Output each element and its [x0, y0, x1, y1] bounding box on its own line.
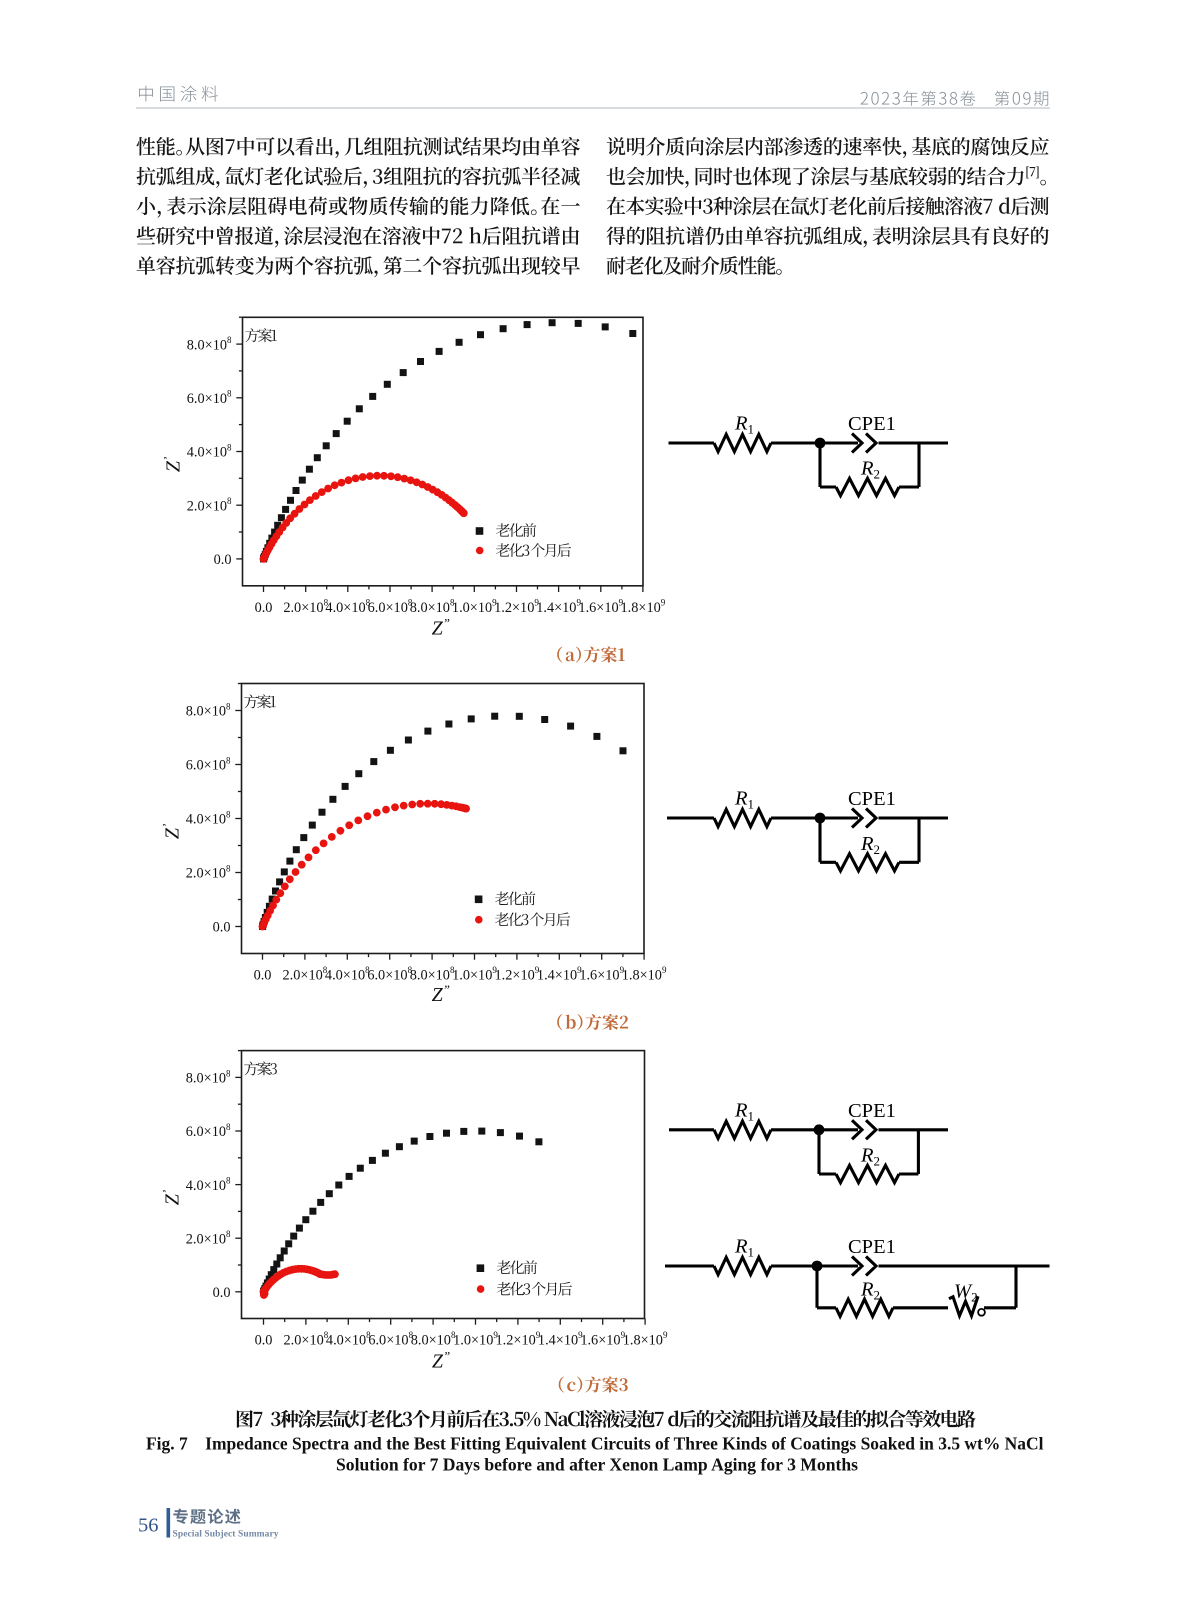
svg-text:CPE1: CPE1	[848, 413, 896, 435]
svg-text:0.0: 0.0	[254, 968, 272, 984]
svg-text:1.8×109: 1.8×109	[621, 598, 666, 616]
svg-text:8.0×108: 8.0×108	[187, 335, 232, 353]
svg-text:4.0×108: 4.0×108	[325, 965, 370, 983]
svg-text:0.0: 0.0	[213, 920, 231, 936]
svg-text:4.0×108: 4.0×108	[187, 442, 232, 460]
svg-text:8.0×108: 8.0×108	[186, 701, 231, 719]
svg-text:4.0×108: 4.0×108	[325, 598, 370, 616]
svg-text:1.2×109: 1.2×109	[496, 1330, 541, 1348]
svg-text:1.8×109: 1.8×109	[623, 1330, 668, 1348]
svg-text:1.6×109: 1.6×109	[580, 1330, 625, 1348]
svg-text:2.0×108: 2.0×108	[283, 598, 328, 616]
svg-text:0.0: 0.0	[255, 1333, 273, 1349]
svg-text:1.4×109: 1.4×109	[536, 598, 581, 616]
svg-text:1.6×109: 1.6×109	[578, 598, 623, 616]
svg-text:CPE1: CPE1	[848, 1236, 896, 1258]
svg-text:1.6×109: 1.6×109	[579, 965, 624, 983]
svg-text:0.0: 0.0	[213, 1285, 231, 1301]
svg-text:1.4×109: 1.4×109	[538, 1330, 583, 1348]
svg-text:2.0×108: 2.0×108	[186, 1229, 231, 1247]
svg-text:2.0×108: 2.0×108	[284, 1330, 329, 1348]
svg-text:6.0×108: 6.0×108	[187, 389, 232, 407]
svg-text:6.0×108: 6.0×108	[186, 755, 231, 773]
svg-text:1.0×109: 1.0×109	[452, 965, 497, 983]
svg-text:6.0×108: 6.0×108	[367, 965, 412, 983]
svg-text:CPE1: CPE1	[848, 1100, 896, 1122]
svg-text:Solution for 7 Days before and: Solution for 7 Days before and after Xen…	[336, 1455, 858, 1475]
svg-text:2.0×108: 2.0×108	[187, 496, 232, 514]
svg-text:4.0×108: 4.0×108	[186, 809, 231, 827]
svg-text:8.0×108: 8.0×108	[186, 1068, 231, 1086]
svg-text:8.0×108: 8.0×108	[411, 1330, 456, 1348]
svg-text:2.0×108: 2.0×108	[283, 965, 328, 983]
svg-text:6.0×108: 6.0×108	[186, 1122, 231, 1140]
svg-text:Fig. 7 Impedance Spectra an: Fig. 7 Impedance Spectra and the Best Fi…	[146, 1434, 1044, 1454]
svg-text:1.0×109: 1.0×109	[452, 598, 497, 616]
svg-text:Special Subject Summary: Special Subject Summary	[173, 1529, 279, 1539]
svg-text:0.0: 0.0	[214, 552, 232, 568]
svg-text:1.4×109: 1.4×109	[537, 965, 582, 983]
svg-text:1.2×109: 1.2×109	[494, 598, 539, 616]
svg-text:1.2×109: 1.2×109	[495, 965, 540, 983]
svg-text:0.0: 0.0	[255, 600, 273, 616]
svg-text:1.0×109: 1.0×109	[453, 1330, 498, 1348]
svg-text:56: 56	[138, 1514, 159, 1536]
svg-text:4.0×108: 4.0×108	[326, 1330, 371, 1348]
svg-text:6.0×108: 6.0×108	[368, 598, 413, 616]
svg-text:8.0×108: 8.0×108	[410, 965, 455, 983]
svg-text:8.0×108: 8.0×108	[410, 598, 455, 616]
svg-text:CPE1: CPE1	[848, 788, 896, 810]
svg-text:2.0×108: 2.0×108	[186, 863, 231, 881]
svg-text:6.0×108: 6.0×108	[368, 1330, 413, 1348]
svg-text:4.0×108: 4.0×108	[186, 1176, 231, 1194]
svg-text:1.8×109: 1.8×109	[622, 965, 667, 983]
